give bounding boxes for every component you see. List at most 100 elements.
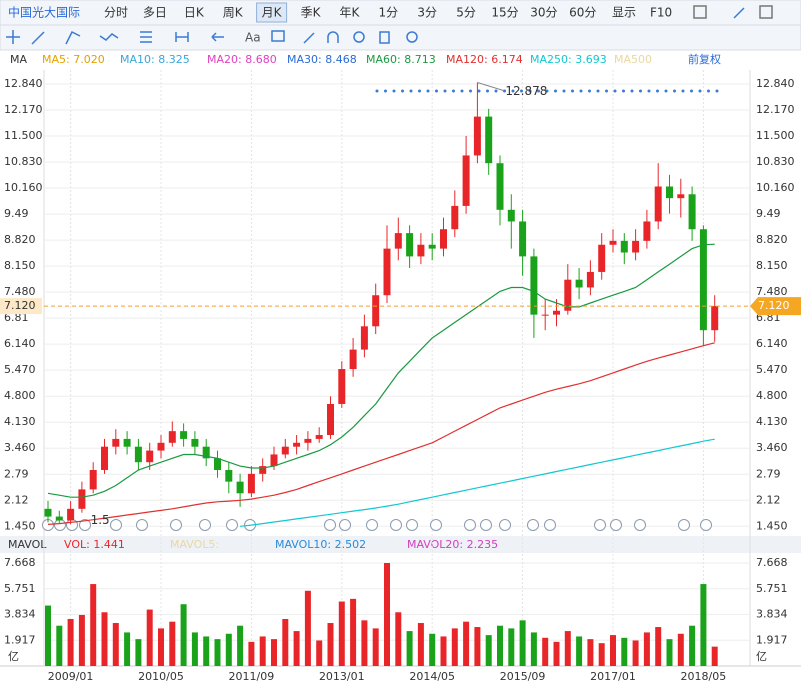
volume-legend-entry: VOL: 1.441 xyxy=(64,538,125,551)
event-marker[interactable] xyxy=(54,519,66,531)
period-tab[interactable]: 3分 xyxy=(417,6,437,20)
display-menu[interactable]: 显示 xyxy=(612,6,636,20)
candle-body xyxy=(89,469,97,490)
icon[interactable] xyxy=(327,31,339,43)
candle-body xyxy=(383,248,391,296)
period-tab[interactable]: 60分 xyxy=(569,6,596,20)
event-marker[interactable] xyxy=(430,519,442,531)
f10-button[interactable]: F10 xyxy=(650,6,672,20)
period-tab[interactable]: 日K xyxy=(184,6,205,20)
event-marker[interactable] xyxy=(66,519,78,531)
y-tick-label: 2.12 xyxy=(756,493,781,506)
event-marker[interactable] xyxy=(499,519,511,531)
candle-body xyxy=(372,295,380,327)
period-tab[interactable]: 15分 xyxy=(491,6,518,20)
event-marker[interactable] xyxy=(544,519,556,531)
icon[interactable] xyxy=(693,5,707,19)
event-marker[interactable] xyxy=(110,519,122,531)
event-dot xyxy=(622,89,625,93)
candle-body xyxy=(101,446,108,470)
volume-bar xyxy=(542,637,549,666)
icon[interactable] xyxy=(140,31,152,43)
icon[interactable] xyxy=(406,31,418,43)
volume-bar xyxy=(655,627,662,666)
event-marker[interactable] xyxy=(390,519,402,531)
event-marker[interactable] xyxy=(594,519,606,531)
candle-body xyxy=(451,205,459,230)
volume-bar xyxy=(90,584,97,666)
event-dot xyxy=(707,89,710,93)
annotation-leader xyxy=(477,82,504,91)
period-tab[interactable]: 年K xyxy=(339,6,360,20)
event-marker[interactable] xyxy=(79,519,91,531)
stock-name[interactable]: 中国光大国际 xyxy=(8,5,80,20)
volume-bar xyxy=(237,625,244,666)
event-dot xyxy=(486,89,489,93)
period-tab[interactable]: 分时 xyxy=(104,6,128,20)
event-marker[interactable] xyxy=(480,519,492,531)
period-tab[interactable]: 多日 xyxy=(143,6,167,20)
icon[interactable] xyxy=(379,31,390,44)
period-tab[interactable]: 季K xyxy=(301,6,322,20)
y-tick-label: 8.150 xyxy=(4,259,36,272)
period-tab[interactable]: 周K xyxy=(223,6,244,20)
volume-bar xyxy=(203,636,210,666)
legend-entry: MA20: 8.680 xyxy=(207,53,277,66)
icon[interactable] xyxy=(759,5,773,19)
event-dot xyxy=(571,89,574,93)
event-marker[interactable] xyxy=(199,519,211,531)
event-dot xyxy=(511,89,515,93)
event-marker[interactable] xyxy=(324,519,336,531)
candle-body xyxy=(462,155,470,206)
icon[interactable] xyxy=(31,31,45,45)
period-tab[interactable]: 月K xyxy=(262,6,283,20)
period-selected xyxy=(256,2,288,23)
high-annotation: 12.878 xyxy=(505,84,547,98)
volume-bar xyxy=(101,612,108,666)
event-marker[interactable] xyxy=(634,519,646,531)
event-marker[interactable] xyxy=(339,519,351,531)
candle-body xyxy=(236,481,244,494)
icon[interactable] xyxy=(65,30,81,45)
icon[interactable] xyxy=(303,32,315,44)
volume-bar xyxy=(576,636,583,666)
icon[interactable] xyxy=(175,32,189,42)
event-marker[interactable] xyxy=(678,519,690,531)
candle-body xyxy=(67,508,75,521)
font-button[interactable]: Aa xyxy=(245,31,261,45)
icon[interactable] xyxy=(271,30,285,42)
period-tab[interactable]: 1分 xyxy=(378,6,398,20)
icon[interactable] xyxy=(733,7,745,19)
volume-bar xyxy=(350,598,357,666)
event-marker[interactable] xyxy=(406,519,418,531)
icon[interactable] xyxy=(353,31,365,43)
candle-body xyxy=(632,240,640,253)
ma-line xyxy=(47,342,715,525)
event-marker[interactable] xyxy=(464,519,476,531)
event-dot xyxy=(528,89,532,93)
event-marker[interactable] xyxy=(610,519,622,531)
event-dot xyxy=(401,89,404,93)
period-tab[interactable]: 5分 xyxy=(456,6,476,20)
icon[interactable] xyxy=(6,30,20,44)
y-tick-label: 4.130 xyxy=(756,415,788,428)
event-dot xyxy=(426,89,430,93)
event-marker[interactable] xyxy=(136,519,148,531)
event-marker[interactable] xyxy=(226,519,238,531)
y-tick-label: 8.820 xyxy=(756,233,788,246)
x-tick-label: 2009/01 xyxy=(48,670,94,683)
volume-bar xyxy=(643,632,650,666)
icon[interactable] xyxy=(99,33,119,41)
event-marker[interactable] xyxy=(170,519,182,531)
icon[interactable] xyxy=(211,32,224,42)
adjust-mode[interactable]: 前复权 xyxy=(688,52,721,66)
period-tab[interactable]: 30分 xyxy=(530,6,557,20)
event-dot xyxy=(460,89,464,93)
y-tick-label: 10.160 xyxy=(756,181,795,194)
event-marker[interactable] xyxy=(366,519,378,531)
event-marker[interactable] xyxy=(700,519,712,531)
candle-body xyxy=(338,369,346,404)
legend-entry: MA5: 7.020 xyxy=(42,53,105,66)
event-marker[interactable] xyxy=(527,519,539,531)
volume-bar xyxy=(564,631,571,666)
